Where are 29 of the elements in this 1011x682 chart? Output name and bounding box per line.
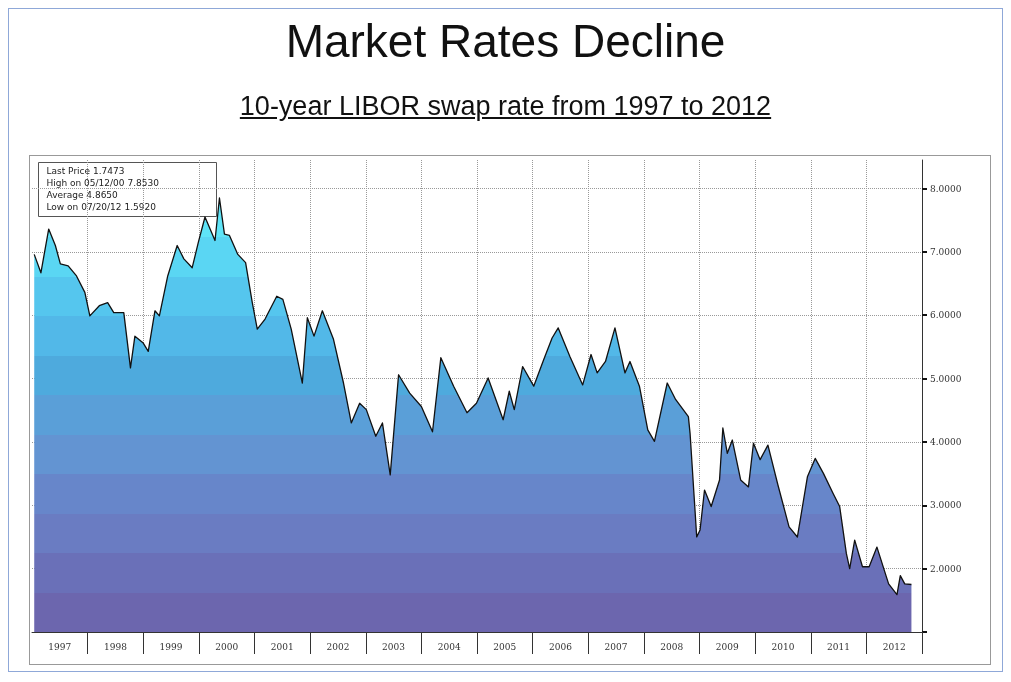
- y-tick-label: 8.0000: [930, 183, 962, 194]
- x-tick-label: 2012: [882, 641, 906, 652]
- y-tick-label: 7.0000: [930, 246, 962, 257]
- y-tick-label: 2.0000: [930, 563, 962, 574]
- x-tick-label: 2005: [493, 641, 517, 652]
- y-tick-label: 6.0000: [930, 310, 962, 321]
- x-tick-label: 2002: [326, 641, 350, 652]
- x-tick-label: 2009: [715, 641, 740, 652]
- x-tick-label: 2006: [548, 641, 573, 652]
- annotation: High on 05/12/00 7.8530: [46, 178, 160, 188]
- annotation: Last Price 1.7473: [46, 166, 125, 176]
- annotation: Low on 07/20/12 1.5920: [46, 202, 157, 212]
- x-tick-label: 1999: [159, 641, 183, 652]
- x-tick-label: 2011: [827, 641, 851, 652]
- x-tick-label: 1997: [48, 641, 72, 652]
- y-tick-label: 4.0000: [930, 436, 962, 447]
- x-tick-label: 2008: [660, 641, 684, 652]
- annotation: Average 4.8650: [46, 190, 119, 200]
- x-tick-label: 2003: [382, 641, 406, 652]
- chart-subtitle: 10-year LIBOR swap rate from 1997 to 2012: [238, 91, 773, 122]
- x-tick-label: 2004: [437, 641, 461, 652]
- x-tick-label: 2010: [771, 641, 795, 652]
- x-tick-label: 1998: [103, 641, 128, 652]
- y-tick-label: 5.0000: [930, 373, 962, 384]
- y-tick-label: 3.0000: [930, 500, 962, 511]
- chart-title: Market Rates Decline: [284, 14, 727, 69]
- x-tick-label: 2007: [604, 641, 628, 652]
- x-tick-label: 2000: [215, 641, 239, 652]
- x-tick-label: 2001: [270, 641, 294, 652]
